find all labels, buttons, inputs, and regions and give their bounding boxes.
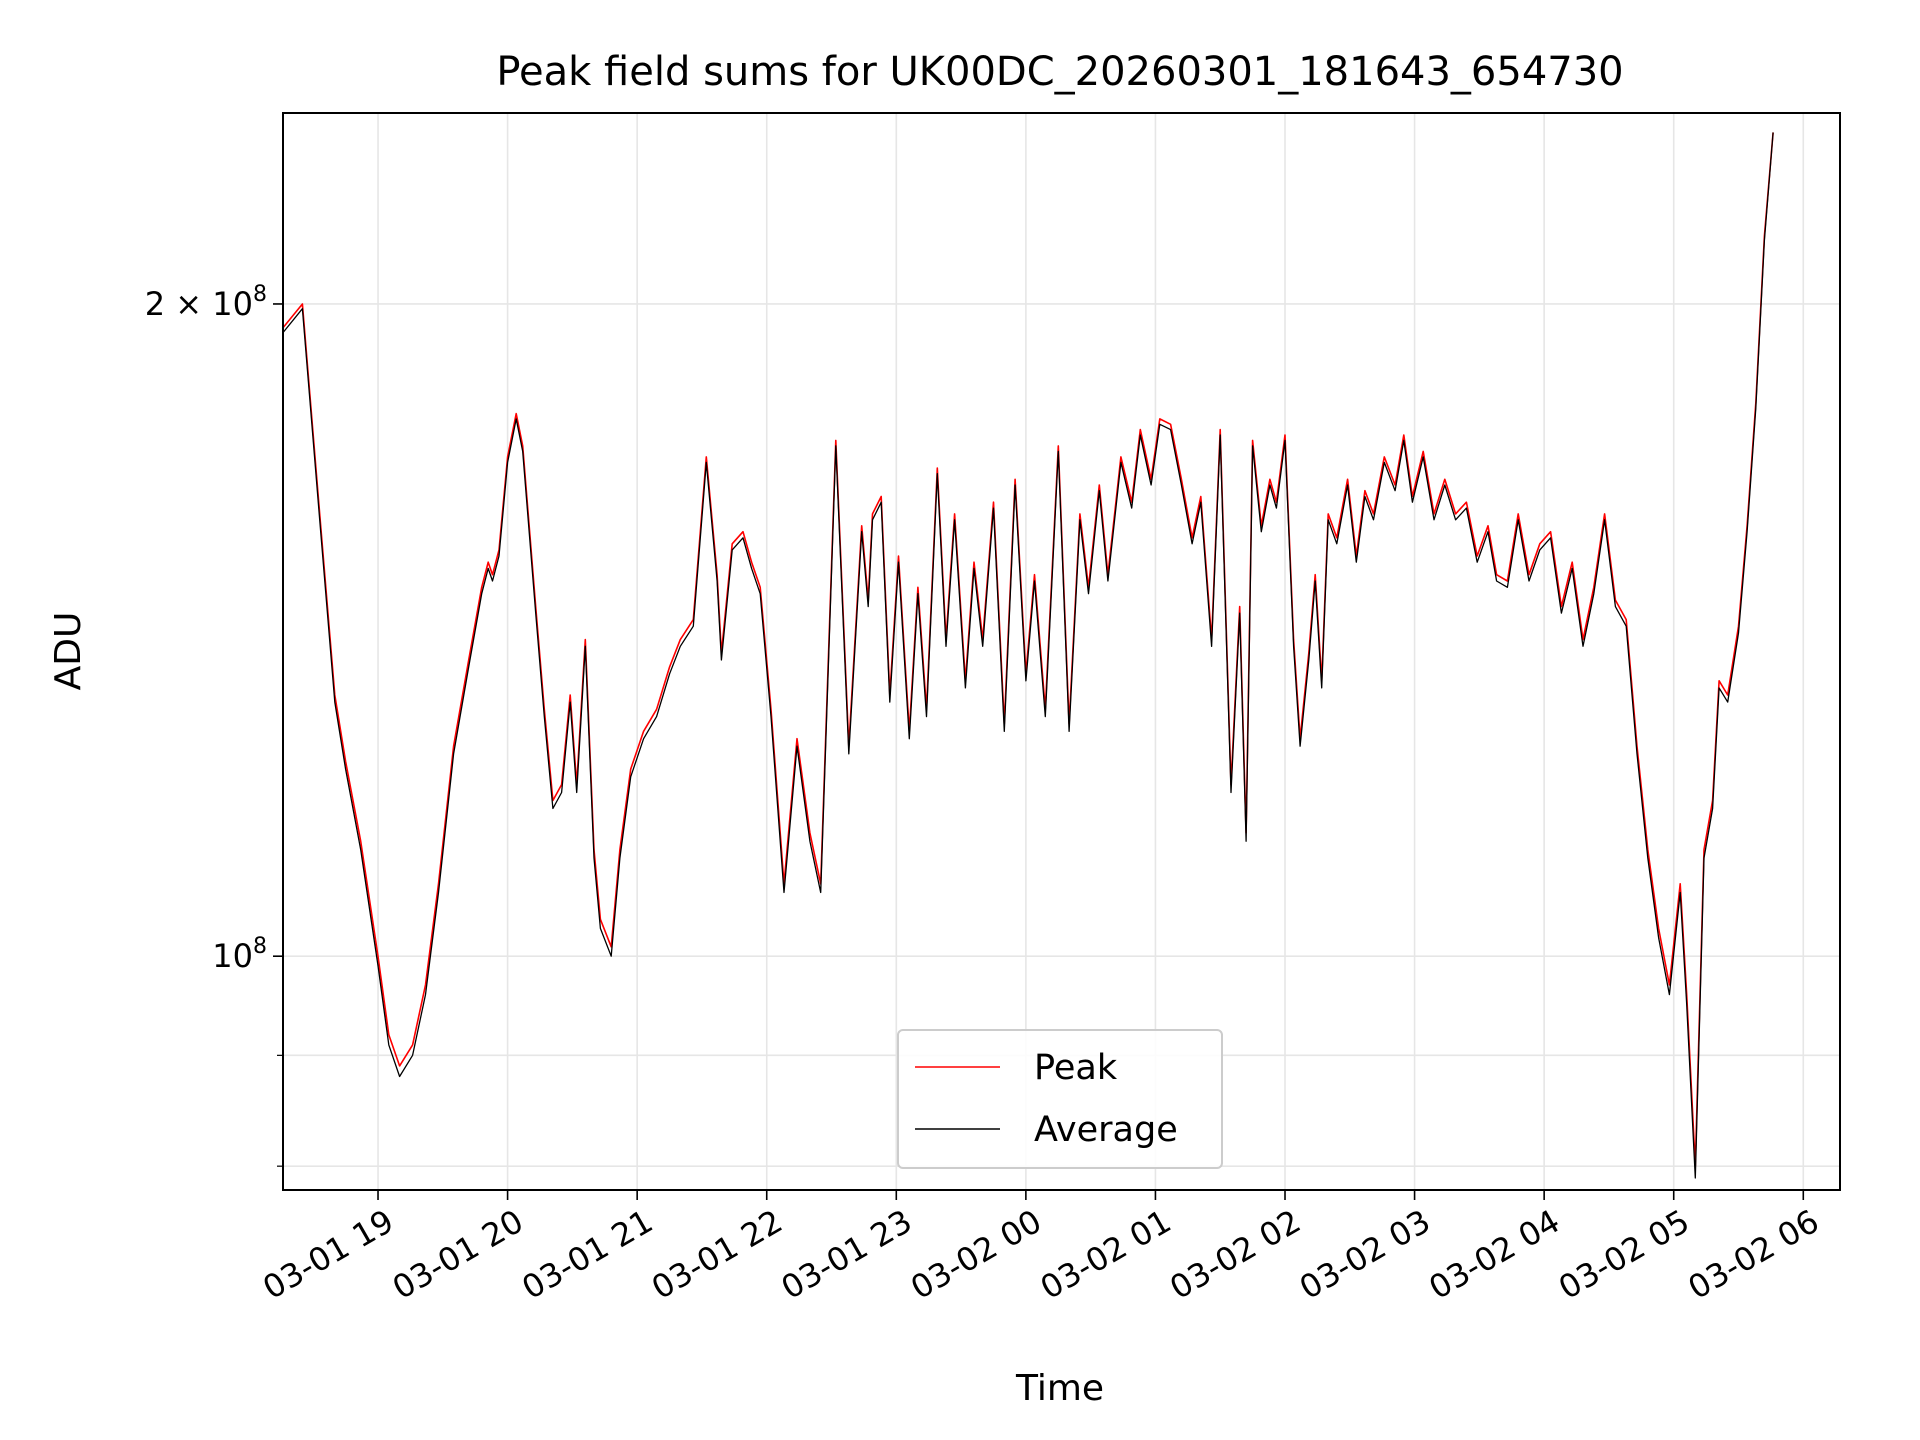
legend-box — [897, 1029, 1223, 1169]
plot-frame — [282, 112, 1841, 1191]
y-tick-label: 2 × 108 — [145, 282, 267, 323]
chart-title: Peak field sums for UK00DC_20260301_1816… — [496, 49, 1623, 95]
legend-label-peak: Peak — [1034, 1048, 1118, 1088]
y-axis-label: ADU — [48, 612, 89, 691]
legend: Peak Average — [897, 1029, 1223, 1169]
series-line-average — [282, 132, 1774, 1179]
grid — [283, 113, 1840, 1190]
y-axis-ticks: 2 × 108 108 — [145, 282, 283, 1167]
y-tick-label: 108 — [212, 934, 267, 975]
legend-label-average: Average — [1034, 1110, 1178, 1150]
x-axis-label: Time — [1015, 1368, 1104, 1409]
plot-lines — [282, 132, 1774, 1179]
